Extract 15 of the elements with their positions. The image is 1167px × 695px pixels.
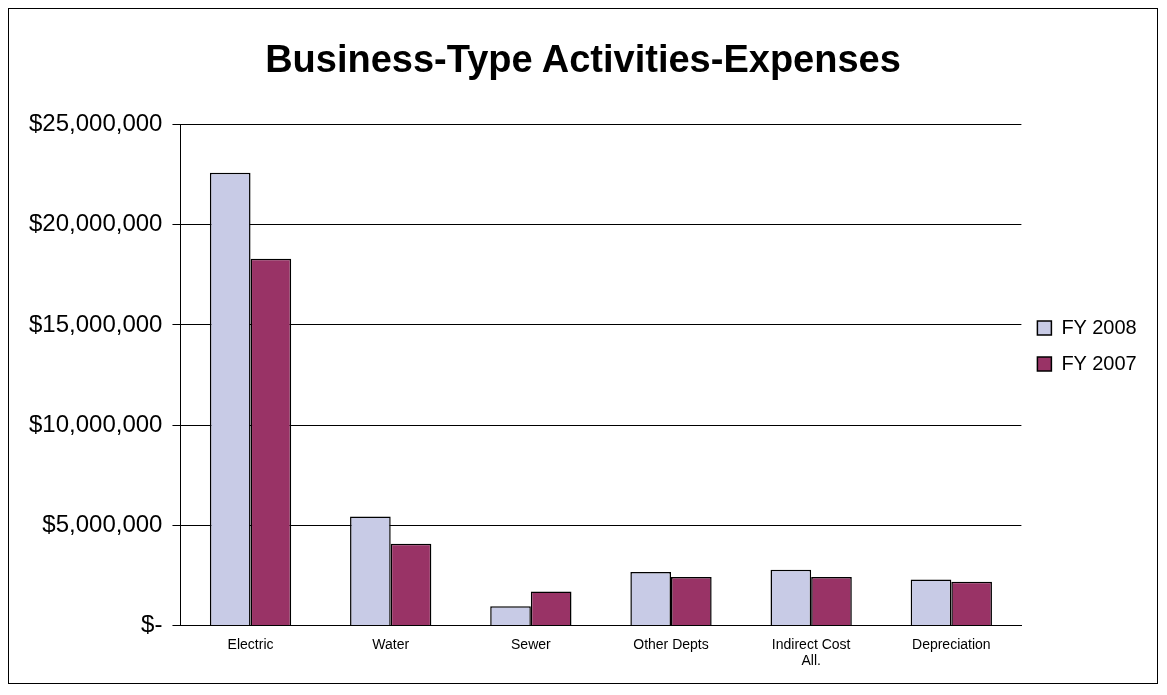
legend-label: FY 2007 bbox=[1061, 351, 1137, 374]
y-tick-label: $25,000,000 bbox=[29, 109, 163, 137]
x-tick-label: Indirect Cost All. bbox=[771, 635, 851, 669]
legend-label: FY 2008 bbox=[1061, 315, 1137, 338]
chart-title: Business-Type Activities-Expenses bbox=[265, 38, 901, 81]
y-tick-label: $20,000,000 bbox=[29, 209, 163, 237]
x-tick-label: Depreciation bbox=[912, 635, 991, 652]
y-tick-label: $10,000,000 bbox=[29, 409, 163, 437]
x-tick-label: Other Depts bbox=[633, 635, 709, 652]
x-tick-label: Sewer bbox=[511, 635, 552, 652]
x-tick-label: Electric bbox=[227, 635, 274, 652]
x-tick-label: Water bbox=[372, 635, 410, 652]
y-tick-label: $15,000,000 bbox=[29, 309, 163, 337]
y-tick-label: $5,000,000 bbox=[42, 509, 163, 537]
y-tick-label: $- bbox=[141, 610, 163, 638]
